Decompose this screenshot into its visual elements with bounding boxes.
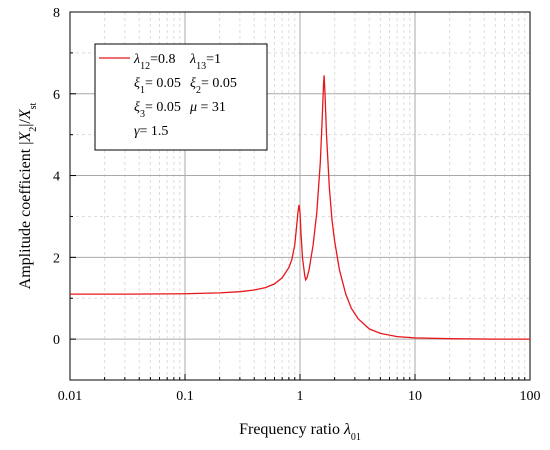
label-part: 2	[28, 127, 39, 132]
label-part: λ	[343, 421, 351, 438]
y-tick-label: 6	[53, 88, 60, 103]
x-tick-label: 1	[297, 389, 304, 404]
x-tick-label: 0.1	[176, 389, 194, 404]
y-tick-label: 4	[53, 170, 60, 185]
legend-subscript: 13	[196, 61, 206, 72]
x-tick-label: 100	[520, 389, 541, 404]
legend-symbol: γ	[134, 124, 140, 139]
x-tick-label: 10	[408, 389, 422, 404]
legend-subscript: 3	[140, 109, 145, 120]
legend-subscript: 1	[140, 85, 145, 96]
legend-text: =1	[206, 52, 221, 67]
label-part: 01	[351, 432, 361, 443]
legend-text: = 0.05	[145, 76, 181, 91]
plot-frame	[69, 11, 531, 381]
label-part: Frequency ratio	[239, 421, 344, 438]
legend-symbol: ξ	[134, 100, 140, 115]
legend-entry: ξ1= 0.05	[134, 76, 181, 96]
legend-text: =0.8	[150, 52, 175, 67]
line	[70, 75, 530, 340]
label-part: Amplitude coefficient |	[17, 142, 34, 290]
legend-subscript: 12	[140, 61, 150, 72]
y-tick-label: 2	[53, 251, 60, 266]
y-tick-label: 8	[53, 6, 60, 21]
legend-entry: λ12=0.8	[133, 52, 175, 72]
legend-text: = 31	[197, 100, 226, 115]
label-part: st	[28, 102, 39, 109]
legend-symbol: ξ	[190, 76, 196, 91]
legend-text: = 0.05	[201, 76, 237, 91]
label-part: X	[17, 131, 34, 143]
legend-entry: μ = 31	[189, 100, 226, 115]
legend-entry: γ= 1.5	[134, 124, 168, 139]
legend-symbol: λ	[189, 52, 196, 67]
legend-text: = 0.05	[145, 100, 181, 115]
axis-label: Frequency ratio λ01	[239, 421, 361, 443]
label-part: |/	[17, 119, 34, 127]
axis-label: Amplitude coefficient |X2|/Xst	[17, 102, 39, 289]
x-tick-label: 0.01	[58, 389, 83, 404]
legend-symbol: λ	[133, 52, 140, 67]
legend-entry: λ13=1	[189, 52, 221, 72]
legend-text: = 1.5	[140, 124, 169, 139]
legend-symbol: ξ	[134, 76, 140, 91]
legend-entry: ξ3= 0.05	[134, 100, 181, 120]
legend-box	[94, 43, 268, 151]
legend-entry: ξ2= 0.05	[190, 76, 237, 96]
legend-subscript: 2	[196, 85, 201, 96]
y-tick-label: 0	[53, 333, 60, 348]
label-part: X	[17, 108, 34, 120]
legend-symbol: μ	[189, 100, 197, 115]
